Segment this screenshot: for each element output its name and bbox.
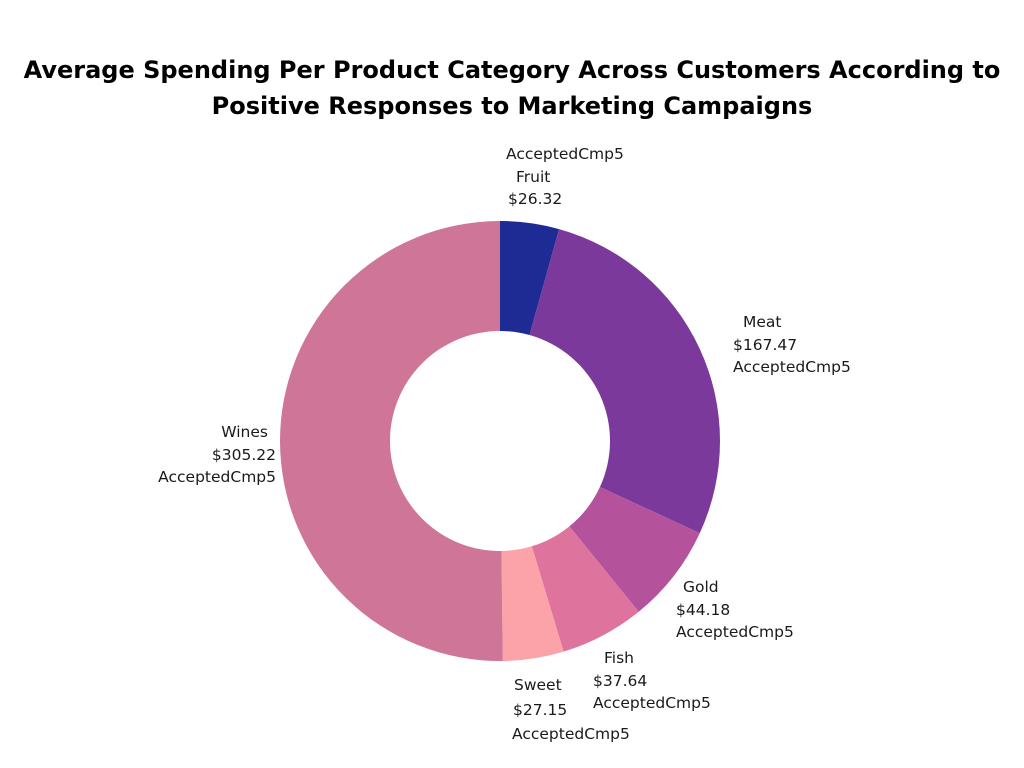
label-fish: Fish $37.64 AcceptedCmp5: [593, 647, 711, 715]
label-fruit-category: Fruit: [516, 167, 551, 186]
label-fruit-value: $26.32: [508, 190, 563, 208]
chart-title-line-1: Average Spending Per Product Category Ac…: [23, 56, 1001, 84]
slice-meat: [529, 229, 720, 534]
label-sweet-campaign: AcceptedCmp5: [512, 725, 630, 743]
label-wines-value: $305.22: [211, 445, 276, 464]
label-gold-value: $44.18: [676, 600, 731, 619]
label-sweet: Sweet $27.15 AcceptedCmp5: [512, 673, 630, 747]
slice-wines: [279, 221, 503, 661]
slice-sweet: [501, 546, 564, 661]
label-meat: Meat $167.47 AcceptedCmp5: [733, 311, 851, 379]
label-meat-campaign: AcceptedCmp5: [733, 358, 851, 376]
chart-title: Average Spending Per Product Category Ac…: [0, 52, 1024, 124]
label-sweet-category: Sweet: [514, 676, 562, 694]
slice-fruit: [500, 221, 560, 336]
chart-title-line-2: Positive Responses to Marketing Campaign…: [211, 92, 813, 120]
label-wines-category: Wines: [221, 423, 268, 441]
label-fish-value: $37.64: [593, 671, 648, 690]
label-fruit: AcceptedCmp5 Fruit $26.32: [506, 143, 624, 211]
label-fish-category: Fish: [604, 649, 634, 667]
slice-gold: [569, 487, 700, 612]
label-wines-campaign: AcceptedCmp5: [158, 468, 276, 486]
label-meat-category: Meat: [743, 313, 782, 331]
label-meat-value: $167.47: [733, 335, 798, 354]
label-gold: Gold $44.18 AcceptedCmp5: [676, 576, 794, 644]
label-sweet-value: $27.15: [513, 700, 568, 719]
label-wines: Wines $305.22 AcceptedCmp5: [158, 421, 276, 489]
label-gold-campaign: AcceptedCmp5: [676, 623, 794, 641]
slice-fish: [531, 526, 639, 652]
label-fish-campaign: AcceptedCmp5: [593, 694, 711, 712]
label-gold-category: Gold: [683, 578, 719, 596]
label-fruit-campaign: AcceptedCmp5: [506, 145, 624, 163]
